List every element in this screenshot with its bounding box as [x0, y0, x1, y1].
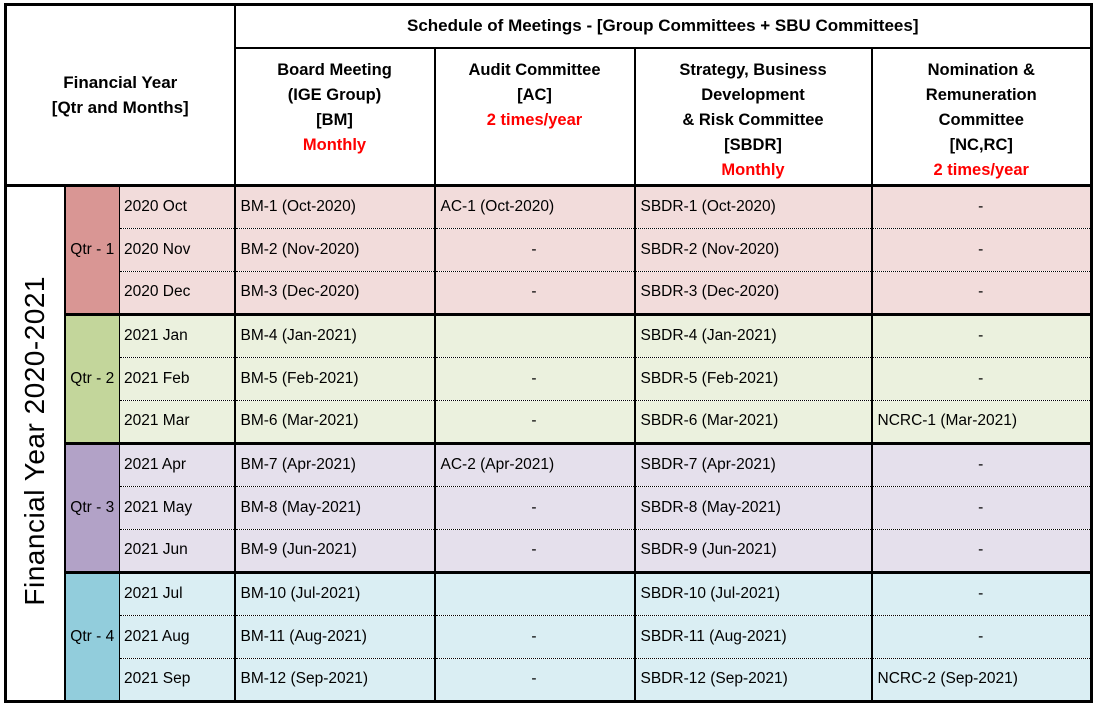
month-cell: 2021 Mar	[119, 399, 236, 443]
month-cell: 2021 Jun	[119, 528, 236, 572]
sbdr-cell: SBDR-12 (Sep-2021)	[633, 657, 872, 701]
sbdr-cell: SBDR-11 (Aug-2021)	[633, 614, 872, 658]
financial-year-vertical-label: Financial Year 2020-2021	[5, 184, 66, 701]
table-row: Qtr - 4 2021 Jul BM-10 (Jul-2021) SBDR-1…	[5, 570, 1092, 701]
sbdr-cell: SBDR-4 (Jan-2021)	[633, 312, 872, 357]
ncrc-cell: -	[870, 270, 1092, 314]
table-row: 2021 May BM-8 (May-2021) - SBDR-8 (May-2…	[5, 485, 1092, 529]
month-cell: 2021 Jul	[119, 570, 236, 615]
committee-frequency: Monthly	[721, 160, 785, 179]
month-cell: 2021 Aug	[119, 614, 236, 658]
financial-year-vertical-label-text: Financial Year 2020-2021	[19, 275, 51, 606]
table-row: Financial Year 2020-2021 Qtr - 1 2020 Oc…	[5, 184, 1092, 701]
bm-cell: BM-3 (Dec-2020)	[234, 270, 435, 314]
bm-cell: BM-1 (Oct-2020)	[234, 184, 435, 228]
ncrc-cell: -	[870, 570, 1092, 615]
table-row: 2021 Aug BM-11 (Aug-2021) - SBDR-11 (Aug…	[5, 614, 1092, 658]
committee-name: Strategy, Business Development & Risk Co…	[679, 60, 827, 154]
ac-cell	[433, 312, 635, 357]
sbdr-cell: SBDR-8 (May-2021)	[633, 485, 872, 529]
ncrc-cell: -	[870, 356, 1092, 400]
sbdr-cell: SBDR-5 (Feb-2021)	[633, 356, 872, 400]
month-cell: 2021 Feb	[119, 356, 236, 400]
committee-name: Board Meeting (IGE Group) [BM]	[277, 60, 392, 129]
ac-cell: -	[433, 227, 635, 271]
committee-name: Audit Committee [AC]	[468, 60, 601, 104]
committee-header-ncrc: Nomination & Remuneration Committee [NC,…	[870, 47, 1092, 187]
sbdr-cell: SBDR-3 (Dec-2020)	[633, 270, 872, 314]
ncrc-cell: -	[870, 312, 1092, 357]
ac-cell: -	[433, 399, 635, 443]
committee-frequency: 2 times/year	[486, 110, 583, 129]
table-row: 2021 Jun BM-9 (Jun-2021) - SBDR-9 (Jun-2…	[5, 528, 1092, 572]
table-row: Qtr - 3 2021 Apr BM-7 (Apr-2021) AC-2 (A…	[5, 441, 1092, 572]
sbdr-cell: SBDR-1 (Oct-2020)	[633, 184, 872, 228]
ac-cell: -	[433, 657, 635, 701]
bm-cell: BM-8 (May-2021)	[234, 485, 435, 529]
quarter-cell-q4: Qtr - 4	[64, 570, 120, 701]
quarter-cell-q2: Qtr - 2	[64, 312, 120, 443]
committee-header-sbdr: Strategy, Business Development & Risk Co…	[633, 47, 872, 187]
month-cell: 2020 Nov	[119, 227, 236, 271]
table-row: 2021 Sep BM-12 (Sep-2021) - SBDR-12 (Sep…	[5, 657, 1092, 701]
ac-cell	[433, 570, 635, 615]
committee-frequency: Monthly	[302, 135, 367, 154]
sbdr-cell: SBDR-6 (Mar-2021)	[633, 399, 872, 443]
quarter-cell-q3: Qtr - 3	[64, 441, 120, 572]
month-cell: 2021 May	[119, 485, 236, 529]
table-row: 2020 Dec BM-3 (Dec-2020) - SBDR-3 (Dec-2…	[5, 270, 1092, 314]
committee-header-ac: Audit Committee [AC] 2 times/year	[433, 47, 635, 187]
table-row: 2020 Nov BM-2 (Nov-2020) - SBDR-2 (Nov-2…	[5, 227, 1092, 271]
bm-cell: BM-12 (Sep-2021)	[234, 657, 435, 701]
committee-header-bm: Board Meeting (IGE Group) [BM] Monthly	[233, 47, 435, 187]
ncrc-cell: NCRC-2 (Sep-2021)	[870, 657, 1092, 701]
ncrc-cell: -	[870, 441, 1092, 486]
ac-cell: AC-2 (Apr-2021)	[433, 441, 635, 486]
month-cell: 2020 Oct	[119, 184, 236, 228]
sbdr-cell: SBDR-7 (Apr-2021)	[633, 441, 872, 486]
ac-cell: -	[433, 485, 635, 529]
bm-cell: BM-7 (Apr-2021)	[234, 441, 435, 486]
month-cell: 2021 Apr	[119, 441, 236, 486]
schedule-title: Schedule of Meetings - [Group Committees…	[234, 4, 1092, 49]
bm-cell: BM-2 (Nov-2020)	[234, 227, 435, 271]
axis-title: Financial Year [Qtr and Months]	[5, 4, 236, 187]
month-cell: 2020 Dec	[119, 270, 236, 314]
ncrc-cell: -	[870, 227, 1092, 271]
month-cell: 2021 Jan	[119, 312, 236, 357]
meeting-schedule-table: Financial Year [Qtr and Months] Schedule…	[4, 3, 1093, 703]
sbdr-cell: SBDR-2 (Nov-2020)	[633, 227, 872, 271]
bm-cell: BM-5 (Feb-2021)	[234, 356, 435, 400]
ac-cell: -	[433, 614, 635, 658]
bm-cell: BM-9 (Jun-2021)	[234, 528, 435, 572]
ac-cell: -	[433, 356, 635, 400]
ncrc-cell: NCRC-1 (Mar-2021)	[870, 399, 1092, 443]
bm-cell: BM-6 (Mar-2021)	[234, 399, 435, 443]
ncrc-cell: -	[870, 485, 1092, 529]
bm-cell: BM-4 (Jan-2021)	[234, 312, 435, 357]
bm-cell: BM-11 (Aug-2021)	[234, 614, 435, 658]
ac-cell: -	[433, 528, 635, 572]
committee-name: Nomination & Remuneration Committee [NC,…	[925, 60, 1037, 154]
table-row: 2021 Feb BM-5 (Feb-2021) - SBDR-5 (Feb-2…	[5, 356, 1092, 400]
ac-cell: -	[433, 270, 635, 314]
ac-cell: AC-1 (Oct-2020)	[433, 184, 635, 228]
quarter-cell-q1: Qtr - 1	[64, 184, 120, 314]
sbdr-cell: SBDR-10 (Jul-2021)	[633, 570, 872, 615]
committee-frequency: 2 times/year	[933, 160, 1029, 179]
table-row: Qtr - 2 2021 Jan BM-4 (Jan-2021) SBDR-4 …	[5, 312, 1092, 443]
month-cell: 2021 Sep	[119, 657, 236, 701]
ncrc-cell: -	[870, 614, 1092, 658]
sbdr-cell: SBDR-9 (Jun-2021)	[633, 528, 872, 572]
table-row: 2021 Mar BM-6 (Mar-2021) - SBDR-6 (Mar-2…	[5, 399, 1092, 443]
ncrc-cell: -	[870, 184, 1092, 228]
ncrc-cell: -	[870, 528, 1092, 572]
bm-cell: BM-10 (Jul-2021)	[234, 570, 435, 615]
